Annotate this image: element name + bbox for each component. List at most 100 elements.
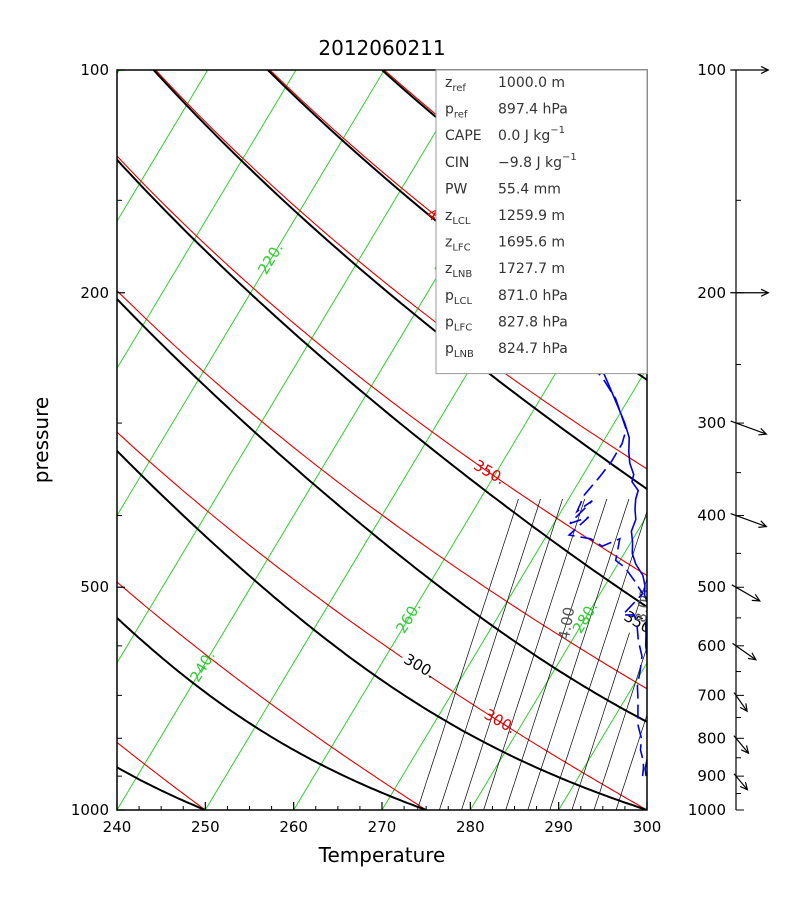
dry-adiabat-line [117, 581, 427, 810]
wind-profile: 100 200 300 400 500 600 700 800 900 1000 [688, 61, 770, 819]
isotherm-line [0, 70, 31, 810]
info-row-value: −9.8 J kg−1 [498, 152, 577, 171]
isotherm-line [117, 70, 209, 223]
label-mask [401, 657, 438, 676]
mixing-ratio-label: 8.00 [632, 588, 656, 624]
mixing-ratio-label: 12.0 [670, 591, 694, 627]
wind-barb-head [758, 427, 768, 436]
isotherm-label: 220. [254, 240, 287, 278]
moist-adiabat-label: 300. [401, 650, 439, 682]
moist-adiabat-line [117, 449, 647, 810]
x-tick-label: 240 [103, 818, 132, 836]
y-tick-label: 1000 [71, 801, 109, 819]
isotherm-line [117, 70, 385, 517]
isotherm-label: 260. [392, 599, 425, 637]
wind-tick-label: 1000 [688, 801, 726, 819]
x-tick-label: 250 [191, 818, 220, 836]
info-row-value: 55.4 mm [498, 181, 561, 197]
mixing-ratio-line [461, 498, 563, 810]
wind-barb [733, 773, 748, 791]
x-axis-title: Temperature [318, 843, 446, 867]
info-row-value: 1259.9 m [498, 208, 565, 224]
wind-tick-label: 600 [697, 637, 726, 655]
mixing-ratio-line [483, 498, 586, 810]
info-row-value: 827.8 hPa [498, 314, 568, 330]
info-row-value: 1695.6 m [498, 235, 565, 251]
mixing-ratio-line [505, 498, 608, 810]
isotherm-line [381, 367, 647, 810]
info-row-value: 897.4 hPa [498, 102, 568, 118]
y-tick-label: 200 [80, 284, 109, 302]
isotherm-line [117, 70, 297, 370]
wind-tick-label: 700 [697, 686, 726, 704]
label-mask [723, 600, 759, 618]
x-tick-label: 290 [544, 818, 573, 836]
moist-adiabat-label: 400. [722, 592, 760, 624]
isotherm-line [469, 514, 647, 810]
info-row-value: 824.7 hPa [498, 341, 568, 357]
isotherm-line [646, 809, 647, 810]
wind-barb-head [739, 781, 749, 791]
info-row-label: PW [445, 181, 467, 197]
mixing-ratio-label: 4.00 [555, 606, 579, 642]
wind-barb [730, 420, 767, 435]
dry-adiabat-line [117, 741, 206, 810]
dry-adiabat-line [727, 70, 812, 810]
moist-adiabat-line [117, 297, 647, 723]
info-row-label: CIN [445, 155, 469, 171]
chart-title: 2012060211 [318, 36, 445, 60]
x-tick-label: 280 [456, 818, 485, 836]
label-mask [742, 222, 778, 240]
plot-area: 220.240.240.260.280.300.350.400.350.400.… [0, 70, 812, 810]
isotherm-label: 240. [186, 647, 219, 685]
y-axis-title: pressure [29, 397, 53, 483]
wind-tick-label: 300 [697, 414, 726, 432]
mixing-ratio-line [439, 498, 541, 810]
wind-barb [730, 513, 767, 528]
isotherm-line [558, 661, 647, 810]
x-tick-label: 300 [633, 818, 662, 836]
wind-barb [732, 642, 757, 661]
mixing-ratio-label: 4.0 [729, 586, 751, 613]
wind-barb-head [760, 288, 770, 297]
y-tick-label: 100 [80, 61, 109, 79]
x-tick-label: 270 [368, 818, 397, 836]
isotherm-line [117, 70, 120, 75]
mixing-ratio-line [593, 645, 647, 810]
wind-barb-head [747, 652, 757, 661]
mixing-ratio-line [416, 498, 519, 810]
y-tick-label: 500 [80, 578, 109, 596]
info-row-label: CAPE [445, 128, 482, 144]
wind-barb [733, 692, 748, 712]
wind-barb-head [760, 65, 770, 75]
mixing-ratio-line [571, 577, 647, 810]
wind-barb-head [751, 594, 761, 602]
info-box-frame [435, 69, 648, 375]
wind-barb [731, 584, 761, 602]
wind-barb-head [739, 703, 748, 713]
dry-adiabat-line [117, 431, 647, 810]
wind-tick-label: 800 [697, 729, 726, 747]
mixing-ratio-line [615, 713, 647, 810]
moist-adiabat-label: 400. [742, 214, 780, 246]
info-row-value: 871.0 hPa [498, 288, 568, 304]
info-row-value: 1000.0 m [498, 75, 565, 91]
label-mask [621, 614, 647, 633]
wind-tick-label: 100 [697, 61, 726, 79]
wind-barb-head [758, 520, 768, 528]
info-row-value: 0.0 J kg−1 [498, 125, 565, 144]
isotherm-line [293, 220, 647, 810]
wind-barb-head [740, 745, 750, 755]
mixing-ratio-line [527, 498, 630, 810]
x-tick-label: 260 [279, 818, 308, 836]
wind-barb [733, 735, 749, 754]
wind-tick-label: 900 [697, 767, 726, 785]
mixing-ratio-line [549, 509, 647, 810]
dry-adiabat-line [117, 155, 647, 577]
axes: 240 250 260 270 280 290 300 100 200 500 1000 [71, 61, 662, 836]
wind-tick-label: 200 [697, 284, 726, 302]
info-row-value: 1727.7 m [498, 261, 565, 277]
moist-adiabat-line [117, 616, 427, 810]
